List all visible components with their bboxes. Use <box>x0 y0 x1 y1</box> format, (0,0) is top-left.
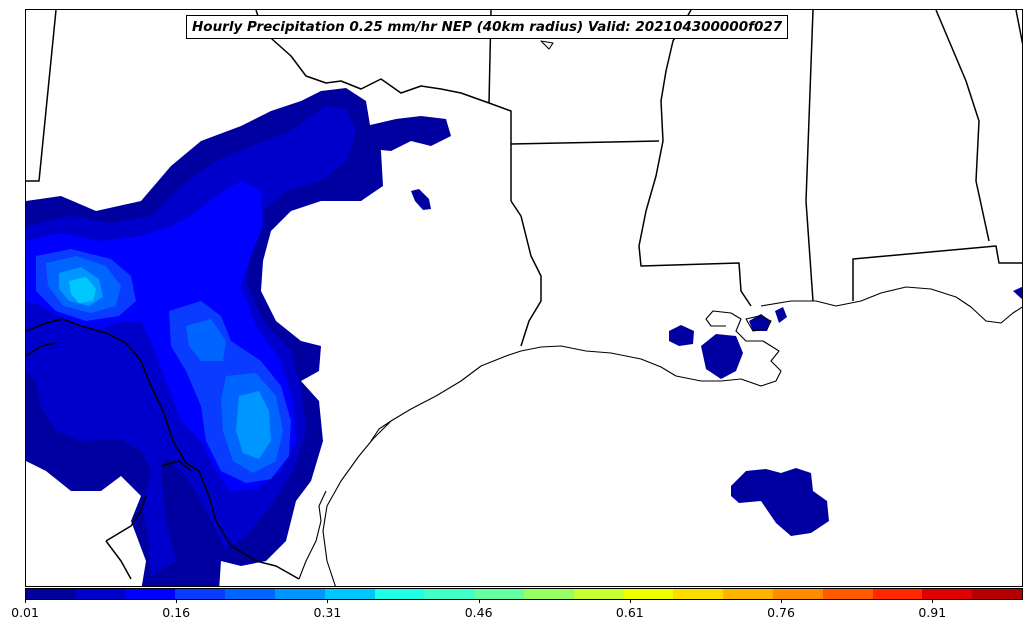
precip-region-louisiana-d <box>775 307 787 323</box>
precip-region-south-level6 <box>236 391 271 459</box>
colorbar-segment <box>274 589 325 599</box>
boundary-rio-grande <box>26 318 300 580</box>
boundary-mississippi-alabama <box>805 10 814 302</box>
colorbar-segment <box>772 589 823 599</box>
boundary-sabine <box>510 200 542 347</box>
precip-region-louisiana-b <box>701 334 743 379</box>
coastline-mexico <box>298 490 327 580</box>
colorbar-segment <box>225 589 275 599</box>
precip-region-west-level7 <box>69 277 96 303</box>
colorbar-tick-label: 0.31 <box>313 605 342 620</box>
colorbar-segment <box>424 589 475 599</box>
precipitation-map <box>26 10 1022 586</box>
colorbar-tick-mark <box>478 599 480 603</box>
colorbar-tick-mark <box>327 599 329 603</box>
colorbar-tick-label: 0.01 <box>11 605 39 620</box>
precip-region-central-level5 <box>186 319 226 361</box>
colorbar-segment <box>523 589 574 599</box>
precip-region-small-north <box>411 189 431 210</box>
boundary-alabama-georgia <box>935 10 990 242</box>
lake-inland <box>540 40 554 50</box>
boundary-west-state <box>26 10 57 182</box>
boundary-mexico-state-3 <box>105 540 132 580</box>
colorbar-segment <box>324 589 375 599</box>
colorbar-segment <box>623 589 674 599</box>
precip-region-gulf <box>731 468 829 536</box>
boundary-red-river <box>255 10 490 104</box>
colorbar-segment <box>822 589 873 599</box>
boundary-mississippi-river <box>638 10 752 307</box>
colorbar-tick-mark <box>629 599 631 603</box>
map-frame <box>25 9 1023 587</box>
coastline-texas <box>322 345 742 586</box>
boundary-mexico-state-4 <box>160 460 192 472</box>
coastline-louisiana-delta <box>705 310 782 387</box>
colorbar-segment <box>972 589 1022 599</box>
boundary-mexico-state-2 <box>105 495 147 542</box>
colorbar-tick-mark <box>781 599 783 603</box>
colorbar-tick-label: 0.46 <box>464 605 493 620</box>
boundary-alabama-florida <box>852 245 1022 301</box>
boundary-texas-arkansas <box>488 102 512 201</box>
colorbar-segment <box>922 589 973 599</box>
lake-pontchartrain <box>745 315 772 332</box>
colorbar-segment <box>723 589 773 599</box>
precip-region-florida-edge <box>1013 286 1022 300</box>
colorbar-tick-mark <box>932 599 934 603</box>
coastline-gulf-coast-east <box>760 286 1022 324</box>
colorbar-segment <box>26 589 76 599</box>
colorbar-segment <box>75 589 126 599</box>
colorbar-tick-label: 0.16 <box>162 605 191 620</box>
colorbar-segment <box>125 589 176 599</box>
precip-region-louisiana-a <box>669 325 694 346</box>
colorbar-segment <box>673 589 724 599</box>
precip-region-northeast-blob <box>366 116 451 151</box>
coastline-texas-barrier <box>370 420 392 442</box>
colorbar-tick-mark <box>25 599 26 603</box>
colorbar-tick-label: 0.61 <box>615 605 644 620</box>
boundary-georgia-florida-east <box>1015 10 1022 45</box>
boundary-mexico-state-1 <box>26 342 57 357</box>
precipitation-field <box>26 88 1022 586</box>
colorbar-segment <box>872 589 923 599</box>
coastlines <box>298 40 1022 586</box>
colorbar-segment <box>474 589 524 599</box>
colorbar-tick-mark <box>176 599 178 603</box>
boundaries <box>26 10 1022 580</box>
colorbar-tick-label: 0.76 <box>767 605 795 620</box>
colorbar <box>25 588 1023 600</box>
colorbar-ticks: 0.01 0.16 0.31 0.46 0.61 0.76 0.91 <box>11 599 1023 629</box>
colorbar-segment <box>573 589 624 599</box>
colorbar-tick-label: 0.91 <box>918 605 947 620</box>
colorbar-segment <box>175 589 226 599</box>
boundary-arkansas-louisiana <box>510 140 660 145</box>
map-title: Hourly Precipitation 0.25 mm/hr NEP (40k… <box>186 15 789 39</box>
colorbar-segment <box>374 589 425 599</box>
